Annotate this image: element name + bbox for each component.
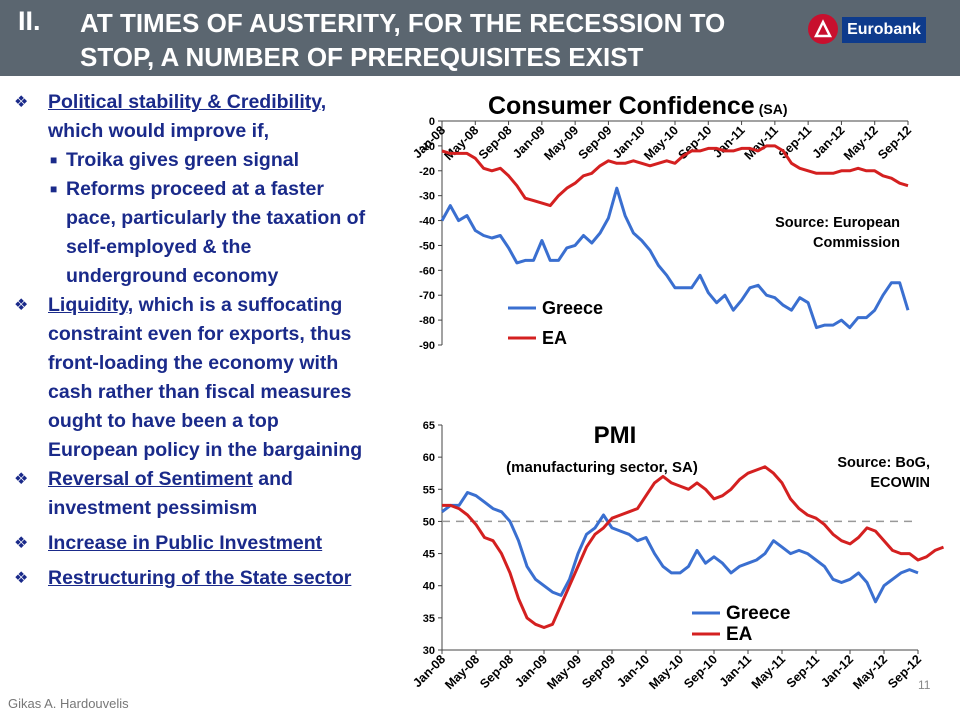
x-tick-label: May-12 (841, 123, 881, 163)
list-item: ❖ Liquidity, which is a suffocating cons… (14, 291, 374, 465)
x-tick-label: Jan-11 (710, 123, 747, 160)
bullet-heading: Increase in Public Investment (48, 532, 323, 554)
y-tick-label: 35 (423, 613, 435, 625)
chart-subtitle: (SA) (759, 101, 788, 117)
chart-subtitle: (manufacturing sector, SA) (506, 459, 698, 476)
x-tick-label: Sep-08 (476, 123, 515, 162)
x-tick-label: May-09 (544, 652, 584, 692)
y-tick-label: -10 (419, 141, 435, 153)
y-tick-label: -40 (419, 216, 435, 228)
x-tick-label: Sep-09 (576, 123, 615, 162)
series-line-ea (441, 144, 909, 208)
y-tick-label: 65 (423, 420, 435, 432)
x-tick-label: Jan-10 (614, 652, 652, 690)
y-tick-label: 60 (423, 452, 435, 464)
sub-text: Reforms proceed at a faster pace, partic… (66, 178, 366, 287)
x-tick-label: Sep-09 (579, 652, 618, 691)
bullet-text: which would improve if, (48, 120, 270, 142)
x-tick-label: May-08 (442, 652, 482, 692)
y-tick-label: -50 (419, 240, 435, 252)
bullet-heading: Liquidity, (48, 294, 134, 316)
x-tick-label: May-11 (742, 123, 781, 162)
series-line-ea (442, 465, 945, 629)
x-tick-label: Sep-12 (875, 123, 914, 162)
x-tick-label: Sep-08 (477, 652, 516, 691)
legend-label: Greece (542, 298, 603, 318)
bullet-heading: Reversal of Sentiment (48, 468, 253, 490)
bullet-list: ❖ Political stability & Credibility, whi… (14, 88, 374, 593)
y-tick-label: 40 (423, 581, 435, 593)
y-tick-label: -60 (419, 265, 435, 277)
x-tick-label: Jan-09 (512, 652, 550, 690)
bullet-text: which is a suffocating constraint even f… (48, 294, 363, 461)
x-tick-label: May-10 (646, 652, 686, 692)
y-tick-label: -70 (419, 290, 435, 302)
bullet-heading: Restructuring of the State sector (48, 567, 352, 589)
page-number: 11 (918, 678, 931, 692)
y-tick-label: 30 (423, 645, 435, 657)
x-tick-label: Sep-11 (784, 652, 822, 690)
y-tick-label: 0 (429, 116, 435, 128)
chart-source: Commission (813, 235, 900, 251)
y-tick-label: -20 (419, 166, 435, 178)
y-tick-label: 45 (423, 549, 435, 561)
series-line-greece (441, 491, 919, 604)
header-bar: II. AT TIMES OF AUSTERITY, FOR THE RECES… (0, 0, 960, 76)
slide-title: AT TIMES OF AUSTERITY, FOR THE RECESSION… (80, 8, 726, 72)
chart-title: PMI (594, 422, 637, 449)
section-number: II. (18, 6, 41, 36)
diamond-bullet-icon: ❖ (14, 297, 29, 314)
series-line-greece (440, 186, 910, 330)
diamond-bullet-icon: ❖ (14, 570, 29, 587)
y-tick-label: 50 (423, 516, 435, 528)
chart-source: Source: European (775, 215, 900, 231)
logo-text: Eurobank (842, 17, 926, 43)
eurobank-logo-icon (808, 14, 838, 44)
bullet-heading: Political stability & Credibility, (48, 91, 327, 113)
list-item: ❖ Increase in Public Investment (14, 529, 374, 558)
square-bullet-icon: ■ (50, 153, 58, 167)
x-tick-label: May-09 (541, 123, 581, 163)
chart-source: Source: BoG, (837, 455, 930, 471)
y-tick-label: -80 (419, 315, 435, 327)
sub-item: ■ Reforms proceed at a faster pace, part… (14, 175, 374, 291)
x-tick-label: May-11 (749, 652, 788, 691)
sub-text: Troika gives green signal (66, 149, 300, 171)
x-tick-label: May-12 (850, 652, 890, 692)
bullet-text: and investment pessimism (48, 468, 293, 519)
diamond-bullet-icon: ❖ (14, 94, 29, 111)
list-item: ❖ Political stability & Credibility, whi… (14, 88, 374, 146)
legend-label: EA (542, 328, 567, 348)
y-tick-label: 55 (423, 484, 435, 496)
x-tick-label: Jan-12 (818, 652, 856, 690)
pmi-chart: PMI (manufacturing sector, SA) 65 60 55 50 45 4… (410, 420, 945, 692)
sub-item: ■ Troika gives green signal (14, 146, 374, 175)
x-tick-label: Jan-08 (410, 652, 448, 690)
y-tick-label: -30 (419, 191, 435, 203)
consumer-confidence-chart: Consumer Confidence (SA) 0 -10 -20 -30 -40 -50 -… (410, 92, 914, 352)
diamond-bullet-icon: ❖ (14, 535, 29, 552)
list-item: ❖ Reversal of Sentiment and investment p… (14, 465, 374, 523)
x-tick-label: Jan-11 (717, 652, 754, 689)
chart-title: Consumer Confidence (SA) (488, 92, 787, 120)
legend-label: Greece (726, 603, 790, 624)
x-tick-label: Sep-11 (776, 123, 814, 161)
diamond-bullet-icon: ❖ (14, 471, 29, 488)
y-tick-label: -90 (419, 340, 435, 352)
legend-label: EA (726, 624, 753, 645)
square-bullet-icon: ■ (50, 182, 58, 196)
x-tick-label: Sep-10 (681, 652, 720, 691)
chart-source: ECOWIN (870, 475, 930, 491)
eurobank-logo: Eurobank (808, 12, 926, 48)
list-item: ❖ Restructuring of the State sector (14, 564, 374, 593)
x-tick-label: May-10 (641, 123, 681, 163)
author-name: Gikas A. Hardouvelis (8, 696, 129, 711)
